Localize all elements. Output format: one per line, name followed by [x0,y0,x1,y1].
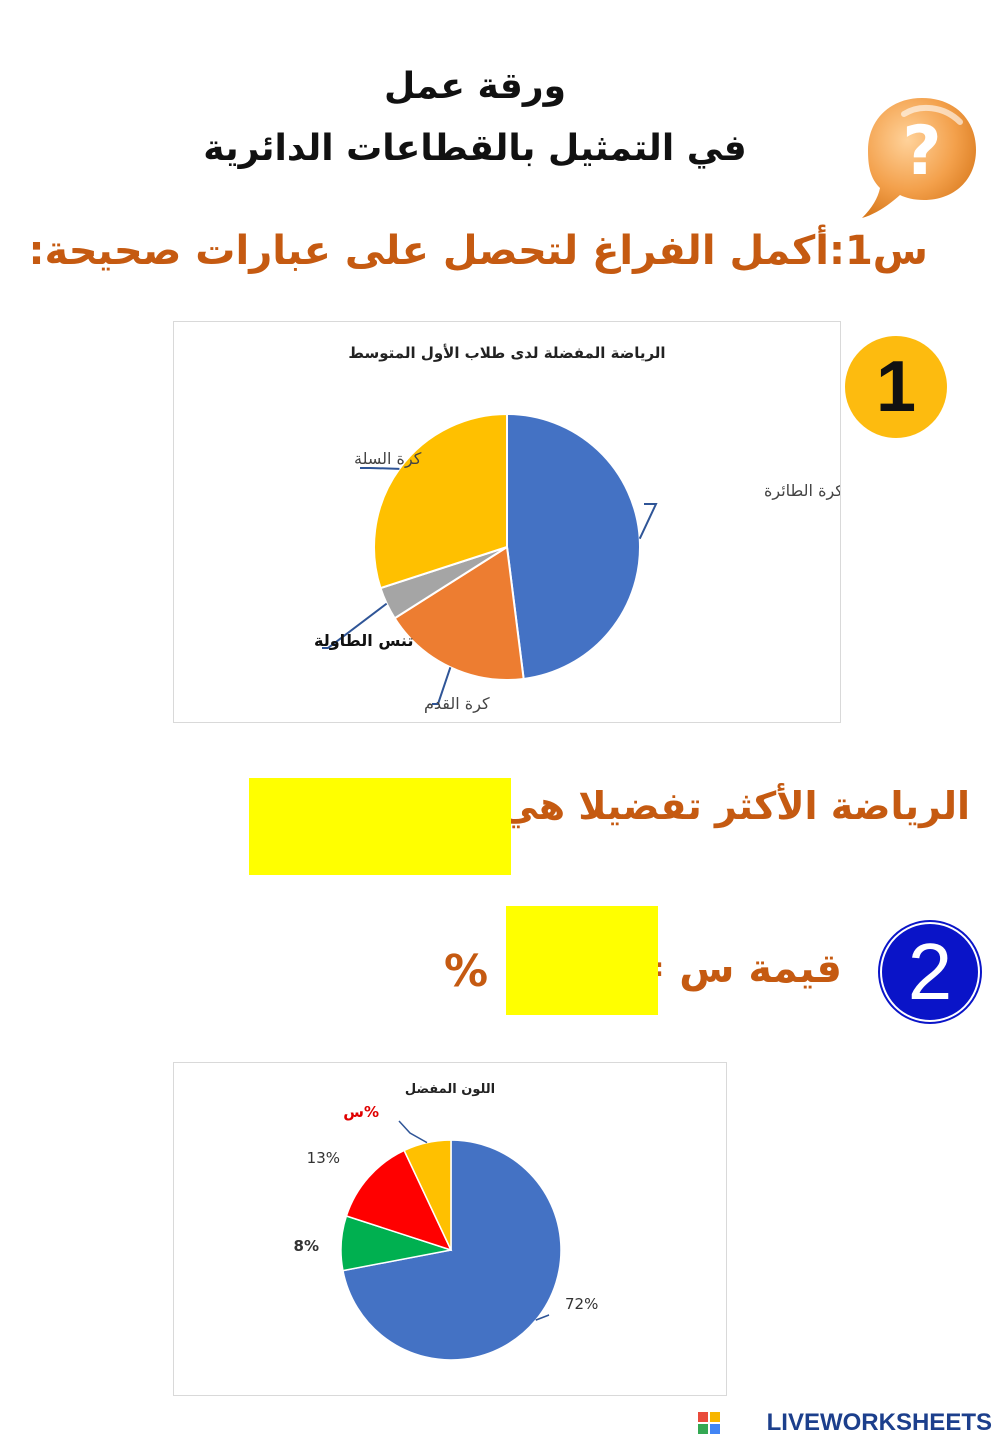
chart-1-leader-line [638,503,658,540]
item-1-number: 1 [875,347,917,427]
item-1-answer-box[interactable] [249,778,511,875]
sports-pie-chart: الرياضة المفضلة لدى طلاب الأول المتوسط كر… [173,321,843,723]
worksheet-title: ورقة عمل [384,66,566,107]
chart-1-slice [393,545,525,681]
question-bubble-icon: ? [862,98,976,218]
chart-1-slice [373,412,508,590]
colors-pie-svg: اللون المفضل 72% 8% 13% س% [294,1082,598,1361]
worksheet-subtitle: في التمثيل بالقطاعات الدائرية [203,128,747,169]
chart-2-data-label: س% [343,1103,379,1121]
percent-sign: % [444,946,489,997]
item-1-statement: الرياضة الأكثر تفضيلا هي: [485,784,970,828]
item-2-statement: قيمة س = [631,946,842,992]
chart-1-category-label: كرة الطائرة [764,481,840,501]
chart-1-title: الرياضة المفضلة لدى طلاب الأول المتوسط [348,344,665,362]
sports-pie-svg: الرياضة المفضلة لدى طلاب الأول المتوسط كر… [314,344,843,714]
chart-1-leader-line [360,467,400,470]
chart-2-data-label: 72% [565,1295,598,1313]
item-2-number-badge: 2 [880,922,980,1022]
item-1-number-badge: 1 [845,336,947,438]
question-1-heading: س1:أكمل الفراغ لتحصل على عبارات صحيحة: [28,228,928,274]
chart-2-slice [342,1139,562,1361]
chart-1-leader-line [432,667,452,705]
chart-1-category-label: كرة السلة [354,449,422,469]
brand-name: LIVEWORKSHEETS [766,1409,992,1436]
chart-1-category-label: كرة القدم [424,694,490,714]
chart-1-slice [506,412,641,681]
brand-logo-icon [698,1412,720,1434]
chart-2-data-label: 13% [307,1149,340,1167]
chart-2-leader-line [398,1120,428,1144]
item-2-number: 2 [907,927,953,1016]
svg-text:?: ? [902,112,941,191]
colors-pie-chart: اللون المفضل 72% 8% 13% س% [173,1062,727,1396]
chart-2-title: اللون المفضل [405,1082,495,1097]
chart-2-slice [345,1149,453,1252]
chart-1-leader-line [322,602,388,649]
item-2-answer-box[interactable] [506,906,658,1015]
chart-1-category-label: تنس الطاولة [314,631,413,650]
chart-2-leader-line [535,1314,550,1321]
chart-2-data-label: 8% [294,1237,319,1255]
